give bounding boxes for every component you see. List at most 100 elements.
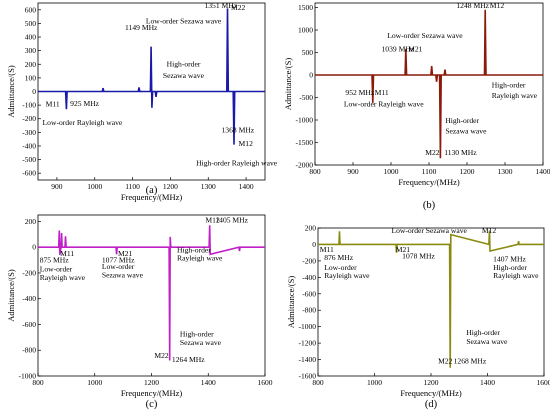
panel-1-annotation: M22 (231, 3, 246, 12)
panel-4-y-axis-label: Admittance/(S) (286, 276, 296, 329)
panel-2-annotation: Low-order Sezawa wave (387, 31, 463, 40)
panel-2-annotation: High-order (445, 116, 479, 125)
panel-4-annotation: High-order (466, 328, 500, 337)
panel-4-ytick-label: -1000 (299, 322, 317, 331)
panel-2-ytick-label: 0 (309, 71, 313, 80)
panel-3-xtick-label: 1200 (144, 378, 159, 387)
panel-1-ytick-label: 100 (25, 73, 37, 82)
panel-4-xtick-label: 1600 (537, 378, 550, 387)
panel-4-xtick-label: 1400 (480, 378, 495, 387)
panel-2-ytick-label: -2000 (296, 161, 314, 170)
panel-1-xtick-label: 1200 (163, 182, 178, 191)
panel-1-ytick-label: 0 (32, 87, 36, 96)
panel-2-ytick-label: -500 (299, 93, 313, 102)
panel-1-annotation: Low-order Sezawa wave (146, 16, 222, 25)
panel-3-y-axis-label: Admittance/(S) (6, 269, 16, 322)
panel-2-xtick-label: 1400 (536, 167, 550, 176)
panel-2-y-axis-label: Admittance/(S) (283, 58, 293, 111)
panel-3-annotation: M12 (205, 216, 220, 225)
panel-3-xtick-label: 1600 (258, 378, 273, 387)
panel-2-xtick-label: 900 (347, 167, 359, 176)
panel-2-xtick-label: 1200 (460, 167, 475, 176)
panel-3-annotation: M21 (118, 249, 133, 258)
panel-3-annotation: M22 (154, 351, 169, 360)
panel-4-caption: (d) (425, 399, 438, 410)
panel-1-caption: (a) (146, 185, 158, 196)
panel-4-annotation: 1407 MHz (493, 255, 526, 264)
panel-3-ytick-label: 0 (32, 243, 36, 252)
panel-3-annotation: 1077 MHz (102, 256, 135, 265)
panel-3-ytick-label: 200 (25, 217, 37, 226)
panel-4-admittance-series (318, 230, 544, 368)
panel-4-ytick-label: 0 (312, 240, 316, 249)
panel-4-ytick-label: -200 (302, 256, 316, 265)
panel-2-annotation: Low-order Rayleigh wave (344, 100, 424, 109)
panel-4-annotation: M12 (482, 226, 497, 235)
panel-1-xtick-label: 1000 (87, 182, 102, 191)
panel-1-annotation: M12 (239, 139, 254, 148)
panel-2-annotation: Sezawa wave (445, 127, 487, 136)
panel-4-annotation: 1078 MHz (402, 251, 435, 260)
panel-1-y-axis-label: Admittance/(S) (6, 65, 16, 118)
panel-1-ytick-label: 300 (25, 46, 37, 55)
panel-3-annotation: 1264 MHz (172, 355, 205, 364)
panel-2-annotation: M12 (490, 1, 505, 10)
panel-3-annotation: Sezawa wave (180, 338, 222, 347)
panel-4-annotation: M21 (396, 245, 411, 254)
panel-1-ytick-label: 400 (25, 33, 37, 42)
panel-2-annotation: M11 (375, 88, 389, 97)
panel-3-annotation: M11 (60, 249, 74, 258)
panel-4-ytick-label: -400 (302, 273, 316, 282)
panel-2-admittance-series (315, 9, 543, 159)
panel-2-annotation: 1130 MHz (444, 148, 477, 157)
panel-3-xtick-label: 1400 (201, 378, 216, 387)
panel-4-ytick-label: -800 (302, 306, 316, 315)
panel-1-annotation: 925 MHz (70, 99, 100, 108)
panel-4-annotation: High-order (493, 263, 527, 272)
panel-1-ytick-label: -200 (22, 114, 36, 123)
panel-4-xtick-label: 800 (312, 378, 324, 387)
panel-2-ytick-label: 1000 (298, 26, 313, 35)
panel-3-xtick-label: 1000 (87, 378, 102, 387)
panel-3-caption: (c) (146, 399, 158, 410)
panel-1-xtick-label: 1300 (201, 182, 216, 191)
panel-3-ytick-label: -800 (22, 346, 36, 355)
panel-4-x-axis-label: Frequency/(MHz) (400, 388, 462, 398)
panel-3-x-axis-label: Frequency/(MHz) (121, 388, 183, 398)
panel-2-annotation: High-order (492, 81, 526, 90)
panel-1-annotation: M11 (46, 99, 60, 108)
panel-2-x-axis-label: Frequency/(MHz) (398, 177, 460, 187)
panel-3-ytick-label: -1000 (19, 372, 37, 381)
panel-2-annotation: M22 (425, 148, 440, 157)
panel-3-ytick-label: -400 (22, 294, 36, 303)
panel-4-annotation: Low-order Sezawa wave (391, 226, 467, 235)
panel-4-ytick-label: -1400 (299, 355, 317, 364)
panel-2-ytick-label: 1500 (298, 3, 313, 12)
panel-3-annotation: Low-order (40, 265, 73, 274)
panel-1-annotation: 1368 MHz (221, 125, 254, 134)
panel-1-ytick-label: -600 (22, 169, 36, 178)
panel-1-xtick-label: 900 (51, 182, 63, 191)
panel-3-ytick-label: -200 (22, 268, 36, 277)
panel-2-caption: (b) (423, 200, 436, 211)
panel-1-ytick-label: -400 (22, 141, 36, 150)
panel-2-annotation: 1248 MHz (456, 1, 489, 10)
panel-3-annotation: Rayleigh wave (40, 273, 86, 282)
panel-3-annotation: High-order (180, 330, 214, 339)
panel-4-frame (317, 227, 545, 377)
panel-4-xtick-label: 1000 (367, 378, 382, 387)
panel-3-annotation: 875 MHz (40, 256, 70, 265)
panel-4-annotation: Rayleigh wave (324, 271, 370, 280)
panel-4-annotation: 1268 MHz (454, 357, 487, 366)
panel-4-annotation: Rayleigh wave (493, 271, 539, 280)
panel-3-annotation: High-order (177, 245, 211, 254)
panel-4-annotation: M11 (320, 245, 334, 254)
panel-1-ytick-label: 200 (25, 60, 37, 69)
panel-2-ytick-label: -1500 (296, 138, 314, 147)
panel-4-annotation: Sezawa wave (466, 337, 508, 346)
panel-4-ytick-label: 200 (305, 224, 317, 233)
panel-3-xtick-label: 800 (32, 378, 44, 387)
panel-3-annotation: 1405 MHz (215, 216, 248, 225)
panel-1-ytick-label: 500 (25, 19, 37, 28)
panel-3-annotation: Rayleigh wave (177, 254, 223, 263)
